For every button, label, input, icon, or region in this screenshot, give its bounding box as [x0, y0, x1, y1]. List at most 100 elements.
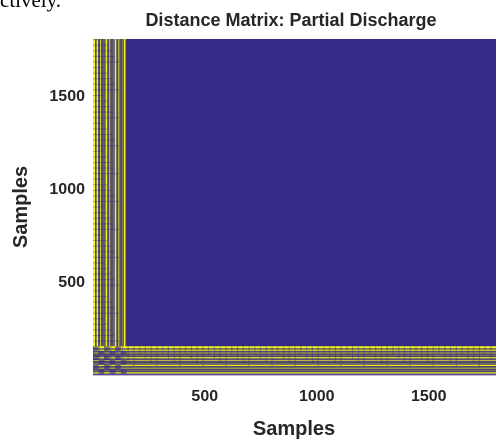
bottom-band-stripe [369, 346, 371, 355]
left-band-stripe [119, 39, 123, 374]
left-band-stripe [122, 39, 124, 374]
bottom-band-stripe [93, 368, 496, 371]
left-band-stripe [113, 39, 115, 374]
corner-cell [104, 364, 110, 370]
bottom-band-stripe [231, 346, 233, 355]
left-band-stripe [93, 234, 104, 236]
left-band-stripe [93, 145, 120, 147]
corner-cell [115, 364, 121, 370]
bottom-band-stripe [110, 346, 112, 368]
left-band-stripe [93, 72, 108, 74]
left-band-stripe [93, 267, 108, 270]
left-band-stripe [93, 279, 116, 281]
bottom-band-stripe [386, 346, 388, 368]
bottom-band-stripe [265, 346, 267, 363]
corner-cell [98, 369, 105, 374]
bottom-band-stripe [490, 346, 492, 359]
y-tick-label: 500 [58, 274, 85, 291]
bottom-band-stripe [167, 346, 170, 359]
left-band-stripe [93, 139, 116, 141]
heatmap-plot-area [93, 39, 496, 376]
left-band-stripe [93, 50, 112, 52]
left-band-stripe [93, 195, 116, 197]
left-band-stripe [93, 44, 108, 46]
left-band-stripe [93, 217, 112, 219]
left-band-stripe [93, 189, 112, 191]
left-band-stripe [93, 212, 108, 214]
bottom-band-stripe [156, 346, 158, 368]
bottom-band-stripe [202, 346, 204, 368]
bottom-band-stripe [421, 346, 423, 359]
left-band-stripe [93, 307, 116, 309]
left-band-stripe [93, 228, 120, 231]
x-axis-label: Samples [253, 418, 335, 440]
left-band-stripe [104, 39, 106, 374]
left-band-stripe [93, 284, 120, 286]
left-band-stripe [93, 240, 108, 242]
left-band-stripe [93, 301, 112, 303]
left-band-stripe [93, 200, 120, 203]
corner-cell [93, 346, 99, 351]
left-band-stripe [93, 111, 116, 113]
bottom-band-stripe [93, 365, 496, 368]
left-band-stripe [93, 122, 104, 124]
left-band-stripe [93, 318, 104, 320]
bottom-band-stripe [173, 346, 175, 363]
y-tick-label: 1000 [49, 181, 85, 198]
corner-cell [120, 350, 127, 356]
bottom-band-stripe [340, 346, 342, 368]
bottom-band-stripe [449, 346, 452, 363]
bottom-band-stripe [484, 346, 486, 355]
bottom-band-stripe [190, 346, 193, 359]
left-band-stripe [93, 61, 120, 63]
bottom-band-stripe [236, 346, 239, 359]
bottom-band-stripe [93, 355, 496, 358]
bottom-band-stripe [409, 346, 411, 368]
corner-cell [98, 350, 105, 356]
bottom-band-stripe [444, 346, 446, 359]
corner-cell [93, 355, 99, 361]
left-band-stripe [93, 334, 116, 337]
bottom-band-stripe [242, 346, 244, 363]
bottom-band-stripe [432, 346, 434, 368]
bottom-band-stripe [133, 346, 135, 368]
left-band-stripe [93, 167, 116, 169]
bottom-band-stripe [144, 346, 147, 359]
bottom-band-stripe [426, 346, 429, 363]
corner-cell [109, 360, 116, 365]
left-band-stripe [93, 256, 120, 258]
left-band-stripe [93, 251, 116, 253]
left-band-stripe [93, 245, 112, 247]
left-band-stripe [98, 39, 101, 374]
bottom-band-stripe [306, 346, 308, 359]
y-axis-label: Samples [10, 166, 32, 248]
corner-cell [115, 355, 121, 361]
bottom-band-stripe [254, 346, 256, 355]
left-band-stripe [93, 128, 108, 130]
bottom-band-stripe [467, 346, 469, 359]
bottom-band-stripe [478, 346, 480, 368]
bottom-band-stripe [317, 346, 319, 368]
left-band-stripe [93, 78, 112, 80]
bottom-band-stripe [282, 346, 285, 359]
bottom-band-stripe [248, 346, 250, 368]
left-band-stripe [93, 100, 108, 102]
corner-cell [115, 346, 121, 351]
bottom-band-stripe [352, 346, 354, 359]
bottom-band-stripe [300, 346, 302, 355]
bottom-band-stripe [127, 346, 129, 363]
bottom-band-stripe [294, 346, 296, 368]
left-band-stripe [110, 39, 113, 374]
left-band-stripe [93, 39, 104, 41]
bottom-band-stripe [334, 346, 336, 363]
bottom-band-stripe [225, 346, 227, 368]
left-band-stripe [93, 161, 112, 164]
bottom-band-stripe [363, 346, 365, 368]
x-axis-ticks: 500 1000 1500 [191, 388, 446, 405]
left-band-stripe [93, 94, 104, 97]
bottom-band-stripe [93, 358, 496, 361]
left-band-stripe [93, 106, 112, 108]
bottom-band-stripe [162, 346, 164, 355]
bottom-band-stripe [150, 346, 152, 363]
